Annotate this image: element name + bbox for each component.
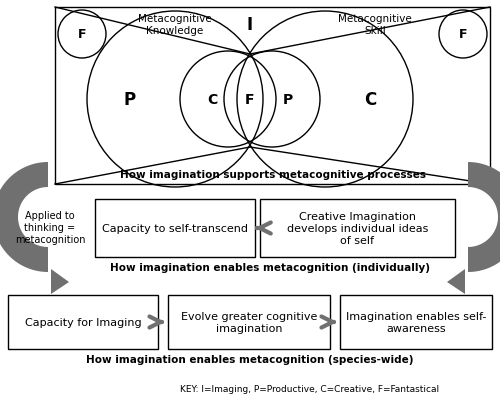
Bar — [260, 200, 455, 257]
Polygon shape — [0, 162, 48, 272]
Polygon shape — [468, 162, 500, 272]
Bar — [95, 200, 255, 257]
Text: F: F — [459, 28, 467, 41]
Text: F: F — [245, 93, 255, 107]
Text: F: F — [78, 28, 86, 41]
Bar — [55, 8, 490, 184]
Text: P: P — [124, 91, 136, 109]
Text: Creative Imagination
develops individual ideas
of self: Creative Imagination develops individual… — [287, 212, 428, 245]
Text: Capacity to self-transcend: Capacity to self-transcend — [102, 223, 248, 233]
Text: Metacognitive
Knowledge: Metacognitive Knowledge — [138, 14, 212, 36]
Text: P: P — [283, 93, 293, 107]
Text: KEY: I=Imaging, P=Productive, C=Creative, F=Fantastical: KEY: I=Imaging, P=Productive, C=Creative… — [180, 385, 440, 393]
Text: How imagination supports metacognitive processes: How imagination supports metacognitive p… — [120, 170, 426, 180]
Text: C: C — [207, 93, 217, 107]
Text: Imagination enables self-
awareness: Imagination enables self- awareness — [346, 312, 486, 333]
Text: Capacity for Imaging: Capacity for Imaging — [24, 317, 142, 327]
Bar — [168, 295, 330, 349]
Text: I: I — [247, 16, 253, 34]
Polygon shape — [447, 269, 465, 294]
Bar — [8, 295, 158, 349]
Bar — [340, 295, 492, 349]
Text: How imagination enables metacognition (species-wide): How imagination enables metacognition (s… — [86, 354, 414, 364]
Text: C: C — [364, 91, 376, 109]
Text: Applied to
thinking =
metacognition: Applied to thinking = metacognition — [15, 211, 85, 244]
Text: How imagination enables metacognition (individually): How imagination enables metacognition (i… — [110, 262, 430, 272]
Polygon shape — [51, 269, 69, 294]
Text: Metacognitive
Skill: Metacognitive Skill — [338, 14, 412, 36]
Text: Evolve greater cognitive
imagination: Evolve greater cognitive imagination — [181, 312, 317, 333]
